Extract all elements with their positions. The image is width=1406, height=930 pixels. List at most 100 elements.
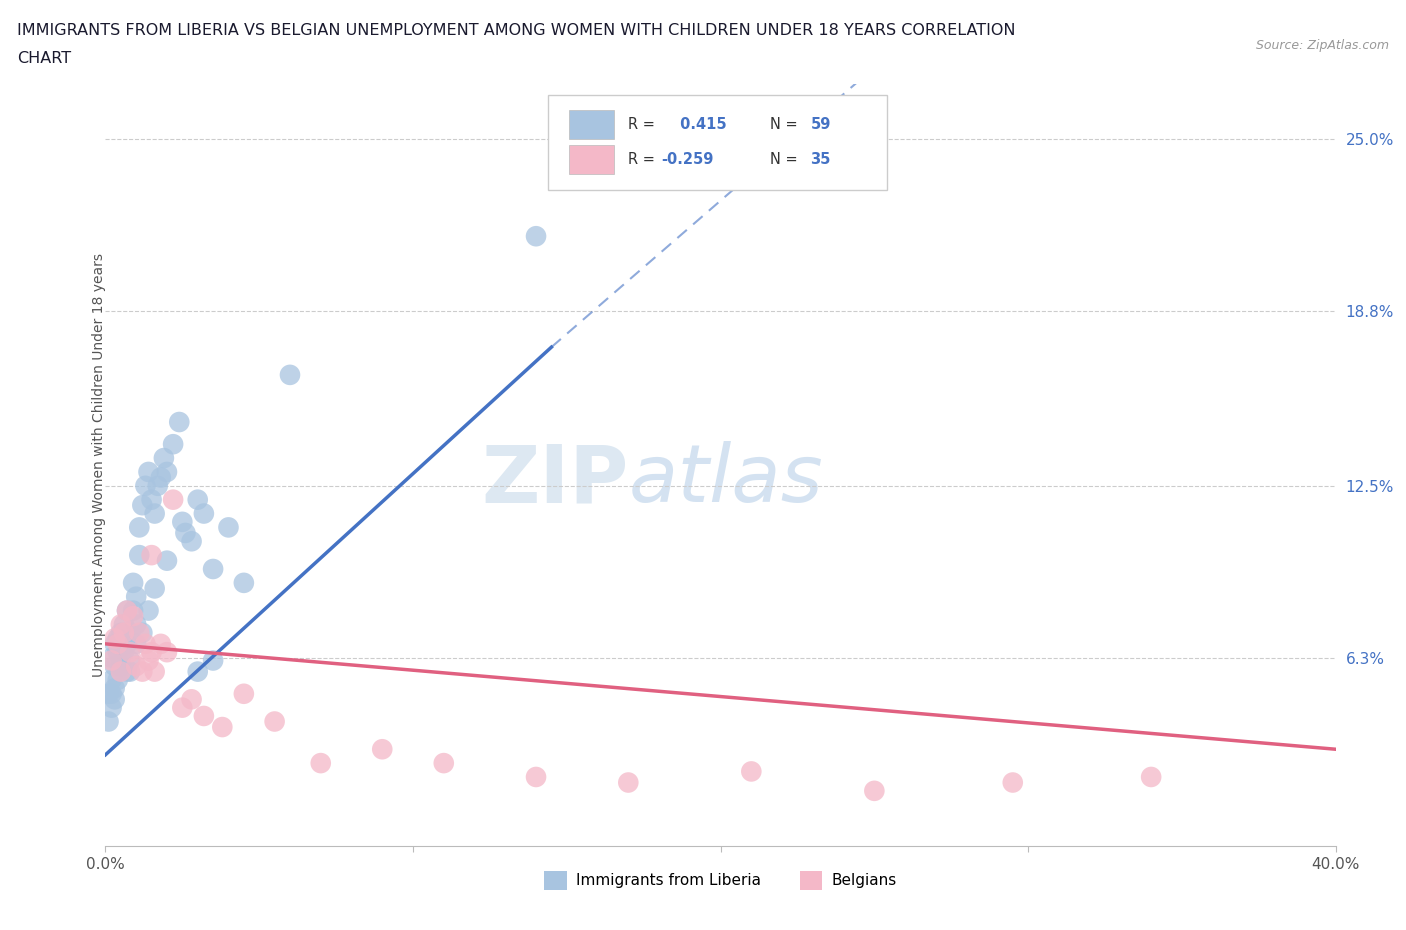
Point [172, 700, 194, 715]
Legend: Immigrants from Liberia, Belgians: Immigrants from Liberia, Belgians [538, 865, 903, 896]
Point [100, 653, 122, 668]
Point [141, 492, 163, 507]
Point [104, 658, 127, 673]
Point [104, 636, 127, 651]
Point [131, 625, 153, 640]
Point [112, 625, 135, 640]
Text: R =: R = [628, 153, 659, 167]
Point [97, 686, 120, 701]
Point [211, 720, 233, 735]
Point [100, 650, 122, 665]
FancyBboxPatch shape [569, 110, 613, 139]
Point [115, 604, 138, 618]
Text: IMMIGRANTS FROM LIBERIA VS BELGIAN UNEMPLOYMENT AMONG WOMEN WITH CHILDREN UNDER : IMMIGRANTS FROM LIBERIA VS BELGIAN UNEMP… [17, 23, 1015, 38]
Point [122, 576, 145, 591]
Point [156, 464, 179, 479]
Point [120, 625, 141, 640]
Point [524, 229, 547, 244]
Point [134, 478, 156, 493]
Point [104, 631, 127, 645]
Point [107, 644, 129, 659]
Point [617, 775, 640, 790]
Text: R =: R = [628, 116, 659, 132]
Point [263, 714, 285, 729]
Point [149, 636, 172, 651]
Point [138, 604, 160, 618]
Point [156, 644, 179, 659]
Point [120, 644, 141, 659]
Point [115, 664, 138, 679]
Point [218, 520, 240, 535]
Point [104, 692, 127, 707]
Point [863, 783, 886, 798]
Point [740, 764, 762, 778]
Point [138, 653, 160, 668]
Point [120, 653, 141, 668]
Text: N =: N = [770, 116, 801, 132]
Point [187, 492, 209, 507]
Point [1140, 769, 1163, 784]
Point [110, 625, 132, 640]
Point [1001, 775, 1024, 790]
Point [149, 470, 172, 485]
Point [107, 636, 129, 651]
Text: 0.415: 0.415 [675, 116, 727, 132]
Point [125, 590, 148, 604]
Text: CHART: CHART [17, 51, 70, 66]
Point [232, 576, 254, 591]
Point [143, 664, 166, 679]
Point [110, 664, 132, 679]
Point [110, 650, 132, 665]
Point [107, 631, 129, 645]
Text: -0.259: -0.259 [662, 153, 714, 167]
Point [107, 672, 129, 687]
Point [141, 548, 163, 563]
Point [120, 664, 141, 679]
Point [143, 581, 166, 596]
Point [134, 636, 156, 651]
Point [110, 658, 132, 673]
Point [143, 506, 166, 521]
Point [128, 548, 150, 563]
FancyBboxPatch shape [569, 145, 613, 175]
Text: ZIP: ZIP [481, 441, 628, 519]
Point [128, 520, 150, 535]
Point [100, 686, 122, 701]
Point [193, 709, 215, 724]
Point [110, 658, 132, 673]
Point [193, 506, 215, 521]
Point [122, 604, 145, 618]
Text: N =: N = [770, 153, 801, 167]
Point [97, 714, 120, 729]
Point [153, 451, 176, 466]
Point [162, 492, 184, 507]
Y-axis label: Unemployment Among Women with Children Under 18 years: Unemployment Among Women with Children U… [91, 253, 105, 677]
Point [202, 562, 225, 577]
Point [371, 742, 394, 757]
Point [125, 617, 148, 631]
Point [309, 756, 332, 771]
Point [128, 625, 150, 640]
Point [141, 644, 163, 659]
Point [169, 415, 191, 430]
Text: 59: 59 [810, 116, 831, 132]
Point [138, 464, 160, 479]
Point [125, 636, 148, 651]
Point [115, 636, 138, 651]
Point [131, 664, 153, 679]
Point [125, 658, 148, 673]
Point [278, 367, 301, 382]
Point [131, 498, 153, 512]
Point [180, 534, 202, 549]
Point [180, 692, 202, 707]
Text: atlas: atlas [628, 441, 823, 519]
Point [174, 525, 197, 540]
Point [433, 756, 456, 771]
Point [202, 653, 225, 668]
Point [112, 617, 135, 631]
Point [112, 644, 135, 659]
Point [100, 700, 122, 715]
Point [232, 686, 254, 701]
Point [122, 609, 145, 624]
Text: 35: 35 [810, 153, 831, 167]
